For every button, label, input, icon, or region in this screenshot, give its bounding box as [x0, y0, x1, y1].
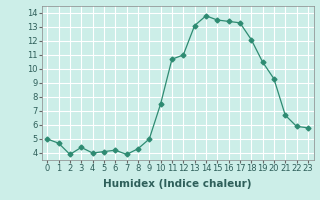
- X-axis label: Humidex (Indice chaleur): Humidex (Indice chaleur): [103, 179, 252, 189]
